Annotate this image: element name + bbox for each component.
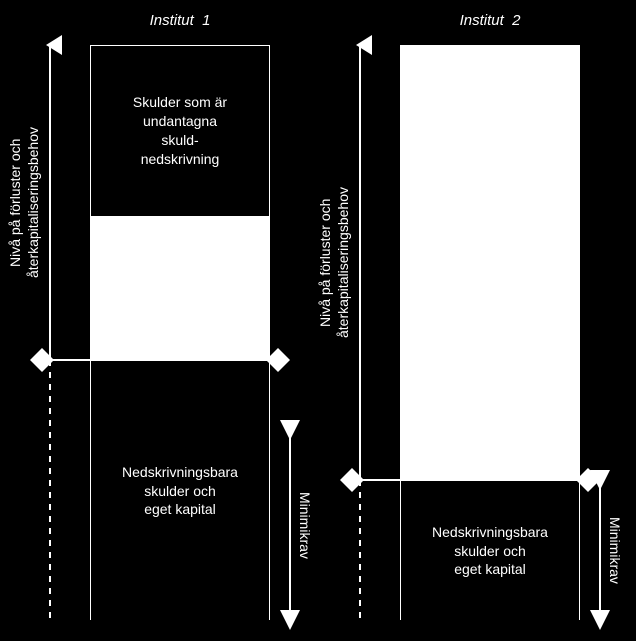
inst2-seg-eligible-label: Nedskrivningsbaraskulder ocheget kapital	[432, 523, 548, 580]
inst2-seg-eligible: Nedskrivningsbaraskulder ocheget kapital	[401, 481, 579, 621]
inst1-seg-eligible: Nedskrivningsbaraskulder ocheget kapital	[91, 361, 269, 621]
inst1-title: Institut 1	[90, 12, 270, 29]
inst2-bar: Nedskrivningsbaraskulder ocheget kapital	[400, 45, 580, 620]
inst2-title: Institut 2	[400, 12, 580, 29]
inst1-bar: Skulder som ärundantagnaskuld-nedskrivni…	[90, 45, 270, 620]
diagram-root: Institut 1 Institut 2 Skulder som ärunda…	[0, 0, 636, 641]
inst1-seg-gap	[91, 216, 269, 361]
inst2-left-label: Nivå på förluster ochåterkapitaliserings…	[316, 45, 352, 480]
inst1-seg-excluded-label: Skulder som ärundantagnaskuld-nedskrivni…	[133, 93, 227, 169]
inst2-seg-gap	[401, 46, 579, 481]
inst1-seg-eligible-label: Nedskrivningsbaraskulder ocheget kapital	[122, 463, 238, 520]
inst1-left-label: Nivå på förluster ochåterkapitaliserings…	[6, 45, 42, 360]
inst2-right-label: Minimikrav	[606, 480, 624, 620]
inst1-seg-excluded: Skulder som ärundantagnaskuld-nedskrivni…	[91, 46, 269, 216]
inst1-right-label: Minimikrav	[296, 430, 314, 620]
